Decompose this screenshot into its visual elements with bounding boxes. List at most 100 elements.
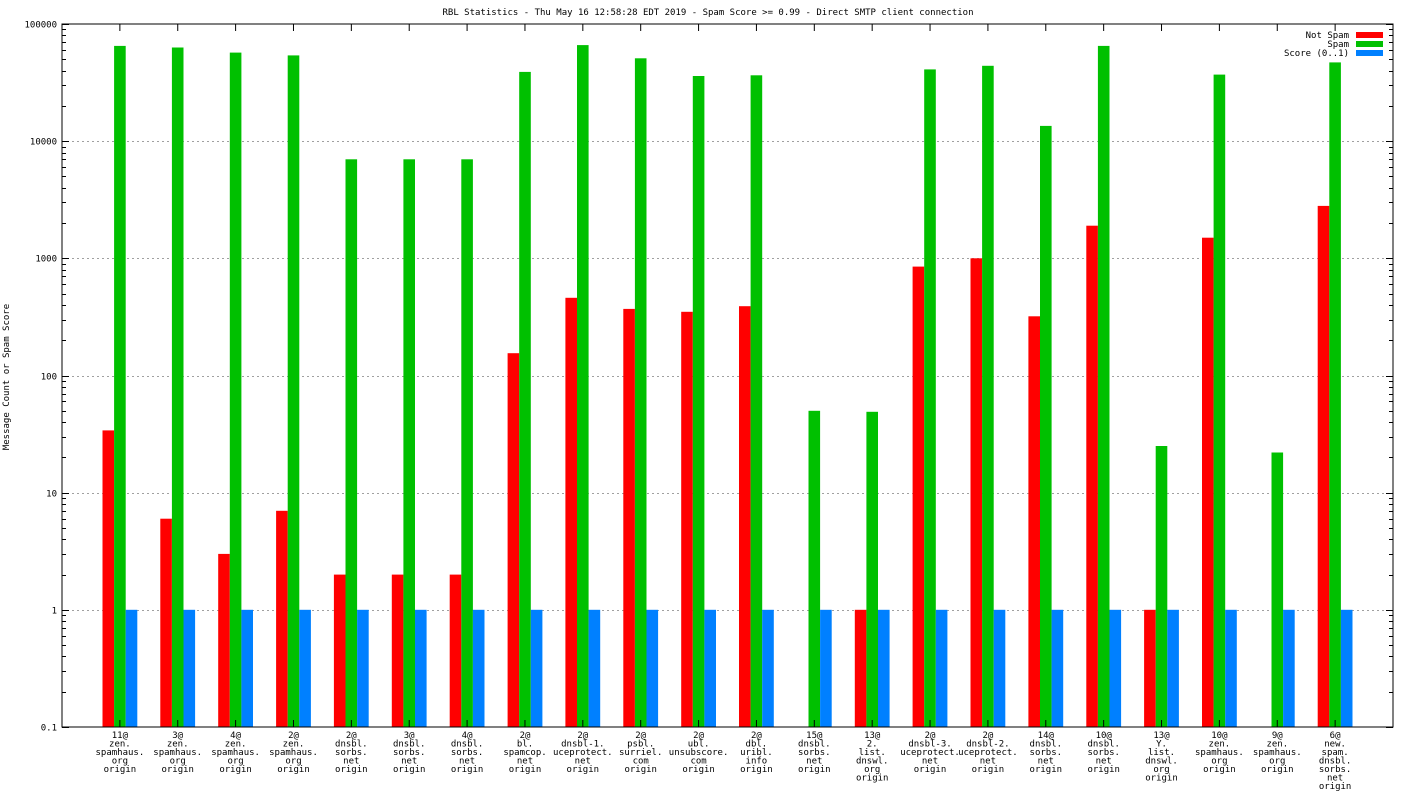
bar-score-3 (241, 609, 253, 727)
bar-score-14 (878, 609, 890, 727)
bar-spam-9 (577, 45, 589, 728)
bar-spam-5 (345, 159, 358, 728)
x-tick-label: 2@ dnsbl-2. uceprotect. net origin (958, 731, 1018, 775)
bar-not-spam-9 (565, 297, 577, 727)
bar-score-19 (1167, 609, 1179, 727)
x-tick-label: 14@ dnsbl. sorbs. net origin (1030, 731, 1063, 775)
grid-lines (62, 141, 1393, 611)
bar-score-10 (646, 609, 659, 727)
bar-spam-8 (519, 71, 531, 727)
bar-not-spam-18 (1086, 225, 1098, 727)
bar-score-13 (820, 609, 832, 727)
x-tick-label: 13@ 2. list. dnswl. org origin (856, 731, 889, 784)
bar-score-22 (1340, 609, 1353, 727)
legend-label: Score (0..1) (1284, 49, 1349, 59)
x-tick-label: 2@ ubl. unsubscore. com origin (669, 731, 729, 775)
bar-not-spam-10 (623, 308, 635, 727)
bar-spam-3 (229, 52, 242, 728)
bar-not-spam-4 (276, 510, 288, 727)
x-tick-label: 3@ zen. spamhaus. org origin (153, 731, 202, 775)
bar-score-18 (1109, 609, 1122, 727)
x-tick-label: 2@ bl. spamcop. net origin (503, 731, 546, 775)
x-tick-label: 4@ zen. spamhaus. org origin (211, 731, 260, 775)
bar-spam-11 (692, 76, 705, 727)
bar-score-20 (1225, 609, 1237, 727)
bar-not-spam-5 (333, 574, 346, 727)
x-tick-label: 2@ zen. spamhaus. org origin (269, 731, 318, 775)
legend-swatch (1356, 50, 1383, 56)
bar-spam-16 (982, 65, 994, 728)
bar-not-spam-11 (681, 311, 693, 727)
bar-score-1 (125, 609, 138, 727)
y-axis-label: Message Count or Spam Score (2, 304, 12, 450)
bar-score-5 (357, 609, 369, 727)
bar-not-spam-19 (1144, 609, 1156, 727)
bar-spam-12 (750, 75, 763, 728)
bar-not-spam-2 (160, 518, 172, 727)
bar-score-9 (588, 609, 601, 727)
y-tick-label: 100 (41, 373, 57, 383)
x-tick-label: 10@ dnsbl. sorbs. net origin (1087, 731, 1120, 775)
x-tick-label: 13@ Y. list. dnswl. org origin (1145, 731, 1178, 784)
legend-label: Spam (1327, 40, 1349, 50)
bar-score-11 (704, 609, 716, 727)
x-tick-label: 2@ psbl. surriel. com origin (619, 731, 662, 775)
bar-not-spam-3 (218, 553, 230, 727)
y-tick-label: 1000 (35, 255, 57, 265)
bar-spam-13 (808, 410, 821, 727)
x-tick-label: 9@ zen. spamhaus. org origin (1253, 731, 1302, 775)
legend-label: Not Spam (1306, 31, 1349, 41)
bar-not-spam-6 (391, 574, 404, 727)
x-tick-label: 2@ dbl. uribl. info origin (740, 731, 773, 775)
bar-score-7 (472, 609, 485, 727)
bar-score-6 (415, 609, 427, 727)
bar-score-8 (530, 609, 543, 727)
bar-spam-19 (1155, 446, 1168, 727)
bar-not-spam-8 (507, 353, 520, 727)
bar-not-spam-14 (854, 609, 867, 727)
y-tick-label: 0.1 (41, 724, 57, 734)
bar-not-spam-16 (970, 258, 983, 727)
plot-area-frame (61, 23, 1394, 728)
bar-spam-18 (1097, 45, 1110, 727)
bar-score-12 (762, 609, 774, 727)
y-tick-label: 10000 (30, 138, 57, 148)
bar-score-2 (183, 609, 196, 727)
x-tick-label: 11@ zen. spamhaus. org origin (96, 731, 145, 775)
bar-spam-10 (634, 58, 647, 728)
x-tick-label: 2@ dnsbl-3. uceprotect. net origin (900, 731, 960, 775)
y-tick-label: 100000 (24, 21, 57, 31)
bar-score-17 (1051, 609, 1064, 727)
bar-spam-7 (461, 159, 473, 728)
bar-not-spam-12 (739, 306, 751, 727)
bar-spam-21 (1271, 452, 1284, 727)
bar-spam-20 (1213, 74, 1226, 728)
x-tick-label: 2@ dnsbl. sorbs. net origin (335, 731, 368, 775)
legend-swatch (1356, 32, 1383, 38)
bar-spam-22 (1329, 62, 1341, 727)
bar-spam-2 (171, 47, 184, 727)
bar-spam-14 (866, 411, 878, 727)
x-tick-label: 15@ dnsbl. sorbs. net origin (798, 731, 831, 775)
legend-swatch (1356, 41, 1383, 47)
bar-not-spam-1 (102, 430, 115, 727)
bar-spam-4 (287, 55, 300, 727)
x-tick-label: 2@ dnsbl-1. uceprotect. net origin (553, 731, 613, 775)
x-tick-label: 4@ dnsbl. sorbs. net origin (451, 731, 484, 775)
bar-spam-1 (114, 45, 126, 727)
bars (102, 45, 1353, 728)
bar-not-spam-15 (912, 266, 925, 727)
chart-title: RBL Statistics - Thu May 16 12:58:28 EDT… (442, 8, 973, 18)
x-tick-label: 10@ zen. spamhaus. org origin (1195, 731, 1244, 775)
bar-not-spam-17 (1028, 316, 1040, 727)
x-tick-label: 3@ dnsbl. sorbs. net origin (393, 731, 426, 775)
x-tick-label: 6@ new. spam. dnsbl. sorbs. net origin (1319, 731, 1352, 792)
bar-score-16 (993, 609, 1006, 727)
bar-spam-6 (403, 159, 415, 728)
y-tick-label: 10 (46, 490, 57, 500)
bar-score-4 (299, 609, 311, 727)
axis-ticks: 0.1 1 10 100 1000 10000 100000 11@ zen. spamhaus.… (24, 21, 1393, 792)
bar-not-spam-22 (1317, 205, 1330, 727)
